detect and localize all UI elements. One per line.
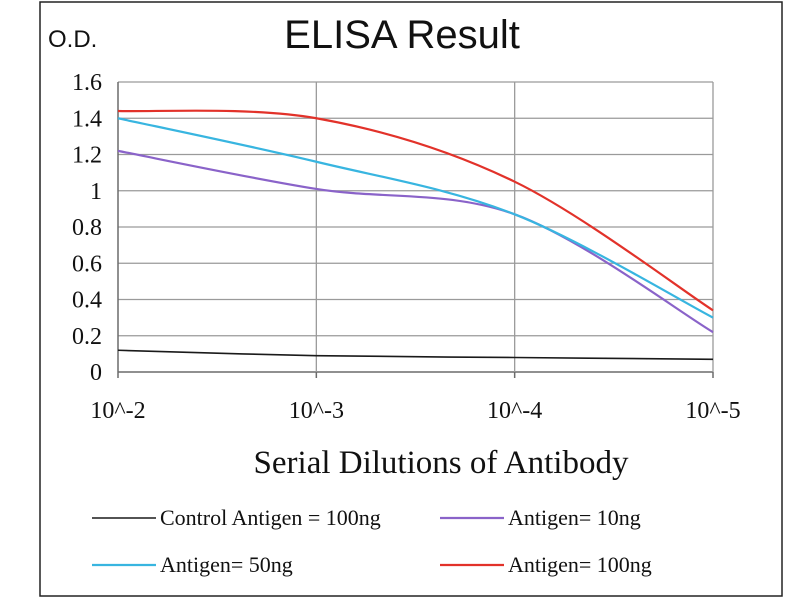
legend-label: Antigen= 10ng — [508, 505, 641, 530]
legend-label: Antigen= 100ng — [508, 552, 652, 577]
series-layer — [117, 109, 714, 361]
y-tick-label: 1.2 — [72, 143, 102, 169]
grid-layer — [117, 81, 714, 378]
y-tick-label: 1 — [90, 179, 102, 205]
x-tick-label: 10^-2 — [90, 398, 145, 424]
series-line-2 — [117, 117, 714, 319]
chart-title: ELISA Result — [284, 13, 520, 57]
y-tick-label: 0.4 — [72, 288, 102, 314]
y-tick-label: 0.2 — [72, 324, 102, 350]
y-tick-label: 1.4 — [72, 106, 102, 132]
y-tick-label: 0.6 — [72, 251, 102, 277]
x-tick-label: 10^-3 — [289, 398, 344, 424]
legend: Control Antigen = 100ng Antigen= 10ng Anti… — [92, 505, 652, 577]
series-line-3 — [117, 109, 714, 312]
x-axis-label: Serial Dilutions of Antibody — [254, 445, 629, 481]
y-tick-label: 0 — [90, 360, 102, 386]
series-line-1 — [117, 149, 714, 334]
y-tick-label: 1.6 — [72, 70, 102, 96]
x-tick-label: 10^-4 — [487, 398, 542, 424]
y-tick-labels: 0 0.2 0.4 0.6 0.8 1 1.2 1.4 1.6 — [72, 70, 102, 386]
y-tick-label: 0.8 — [72, 215, 102, 241]
x-tick-labels: 10^-2 10^-3 10^-4 10^-5 — [90, 398, 740, 424]
y-axis-label: O.D. — [48, 26, 97, 53]
series-line-0 — [117, 349, 714, 361]
legend-label: Control Antigen = 100ng — [160, 505, 381, 530]
legend-label: Antigen= 50ng — [160, 552, 293, 577]
x-tick-label: 10^-5 — [685, 398, 740, 424]
